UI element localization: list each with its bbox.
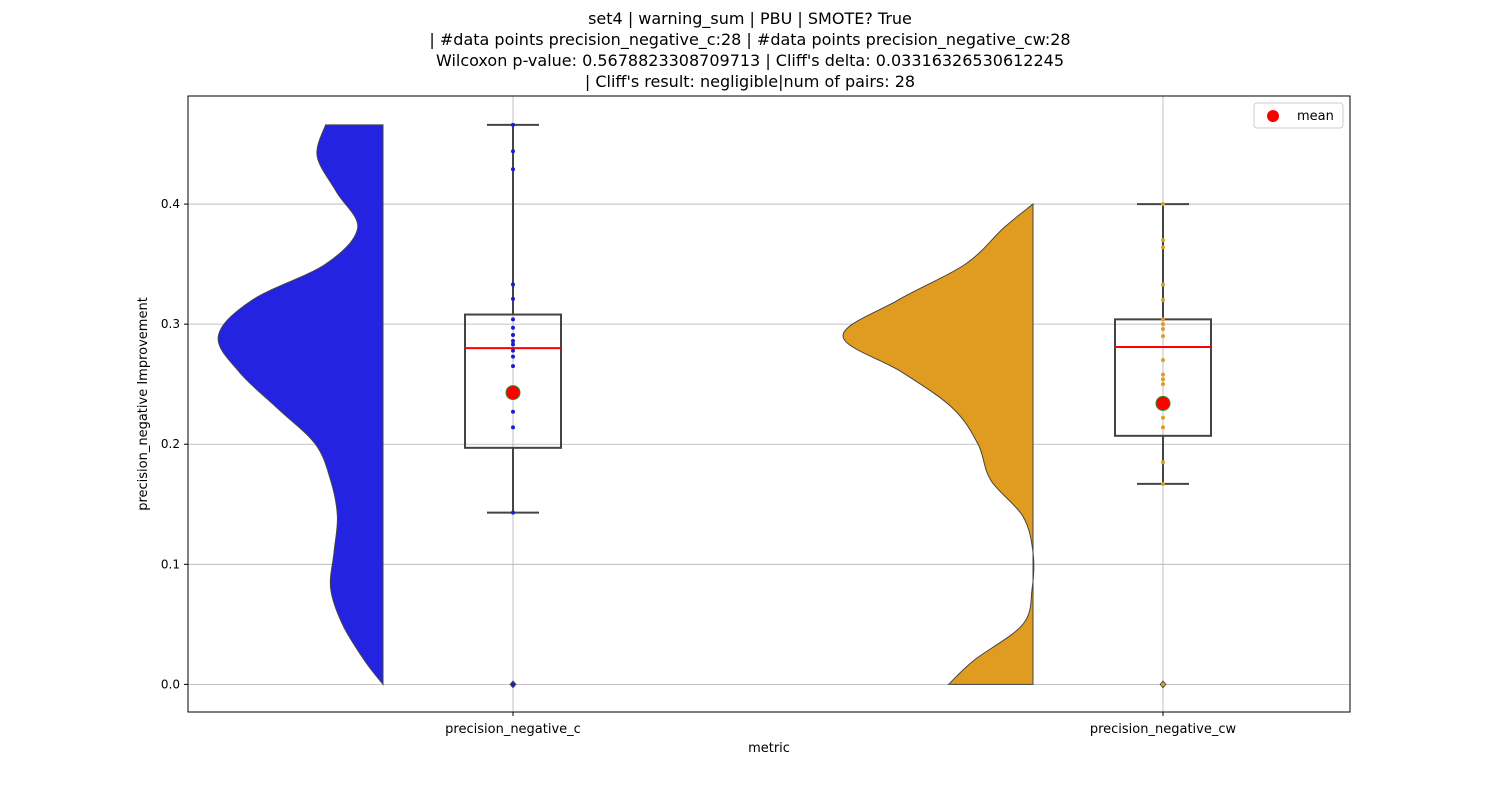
mean-markers: [505, 385, 1171, 411]
axes: 0.0 0.1 0.2 0.3 0.4 precision_negative_c preci…: [161, 197, 1237, 737]
strip-point: [1161, 460, 1165, 465]
strip-point: [1161, 326, 1165, 331]
strip-point: [511, 317, 515, 322]
strip-point: [511, 296, 515, 301]
chart-title-line-1: set4 | warning_sum | PBU | SMOTE? True: [588, 9, 912, 28]
strip-point: [1161, 334, 1165, 339]
strip-point: [1161, 298, 1165, 303]
violin-precision_negative_cw: [842, 203, 1035, 685]
violin-precision_negative_c: [217, 124, 384, 686]
strip-point: [511, 682, 515, 687]
y-tick-label: 0.2: [161, 437, 180, 451]
chart-title-line-2: | #data points precision_negative_c:28 |…: [429, 30, 1071, 49]
strip-point: [511, 122, 515, 127]
strip-point: [1161, 415, 1165, 420]
strip-point: [1161, 322, 1165, 327]
strip-point: [511, 338, 515, 343]
strip-points: [511, 122, 1165, 687]
chart-title-line-3: Wilcoxon p-value: 0.5678823308709713 | C…: [435, 51, 1065, 70]
strip-point: [511, 510, 515, 515]
legend-mean-marker: [1267, 110, 1279, 122]
strip-point: [511, 348, 515, 353]
box-precision_negative_c: [464, 313, 562, 449]
strip-point: [511, 364, 515, 369]
strip-point: [1161, 481, 1165, 486]
strip-point: [511, 149, 515, 154]
y-tick-label: 0.1: [161, 557, 180, 571]
strip-point: [1161, 382, 1165, 387]
strip-point: [1161, 282, 1165, 287]
boxplots: [464, 123, 1212, 689]
strip-point: [511, 425, 515, 430]
strip-point: [1161, 425, 1165, 430]
strip-point: [511, 325, 515, 330]
strip-point: [1161, 238, 1165, 243]
strip-point: [1161, 372, 1165, 377]
strip-point: [1161, 377, 1165, 382]
legend-box: [1253, 102, 1344, 129]
strip-point: [1161, 245, 1165, 250]
x-axis-label: metric: [748, 741, 790, 756]
strip-point: [1161, 358, 1165, 363]
strip-point: [511, 282, 515, 287]
x-tick-label: precision_negative_cw: [1090, 722, 1237, 737]
strip-point: [511, 332, 515, 337]
y-tick-label: 0.3: [161, 317, 180, 331]
chart-title-line-4: | Cliff's result: negligible|num of pair…: [584, 72, 916, 91]
legend-mean-label: mean: [1297, 109, 1334, 124]
violins: [217, 124, 1035, 686]
legend: mean: [1253, 102, 1344, 129]
y-axis-label: precision_negative Improvement: [136, 297, 151, 511]
x-tick-label: precision_negative_c: [445, 722, 581, 737]
y-tick-label: 0.4: [161, 197, 180, 211]
strip-point: [1161, 202, 1165, 207]
strip-point: [511, 167, 515, 172]
strip-point: [1161, 317, 1165, 322]
mean-marker: [1155, 395, 1171, 411]
strip-point: [1161, 682, 1165, 687]
y-tick-label: 0.0: [161, 677, 180, 691]
strip-point: [511, 409, 515, 414]
strip-point: [511, 342, 515, 347]
plot-frame: [187, 95, 1351, 713]
strip-point: [511, 354, 515, 359]
mean-marker: [505, 385, 521, 401]
